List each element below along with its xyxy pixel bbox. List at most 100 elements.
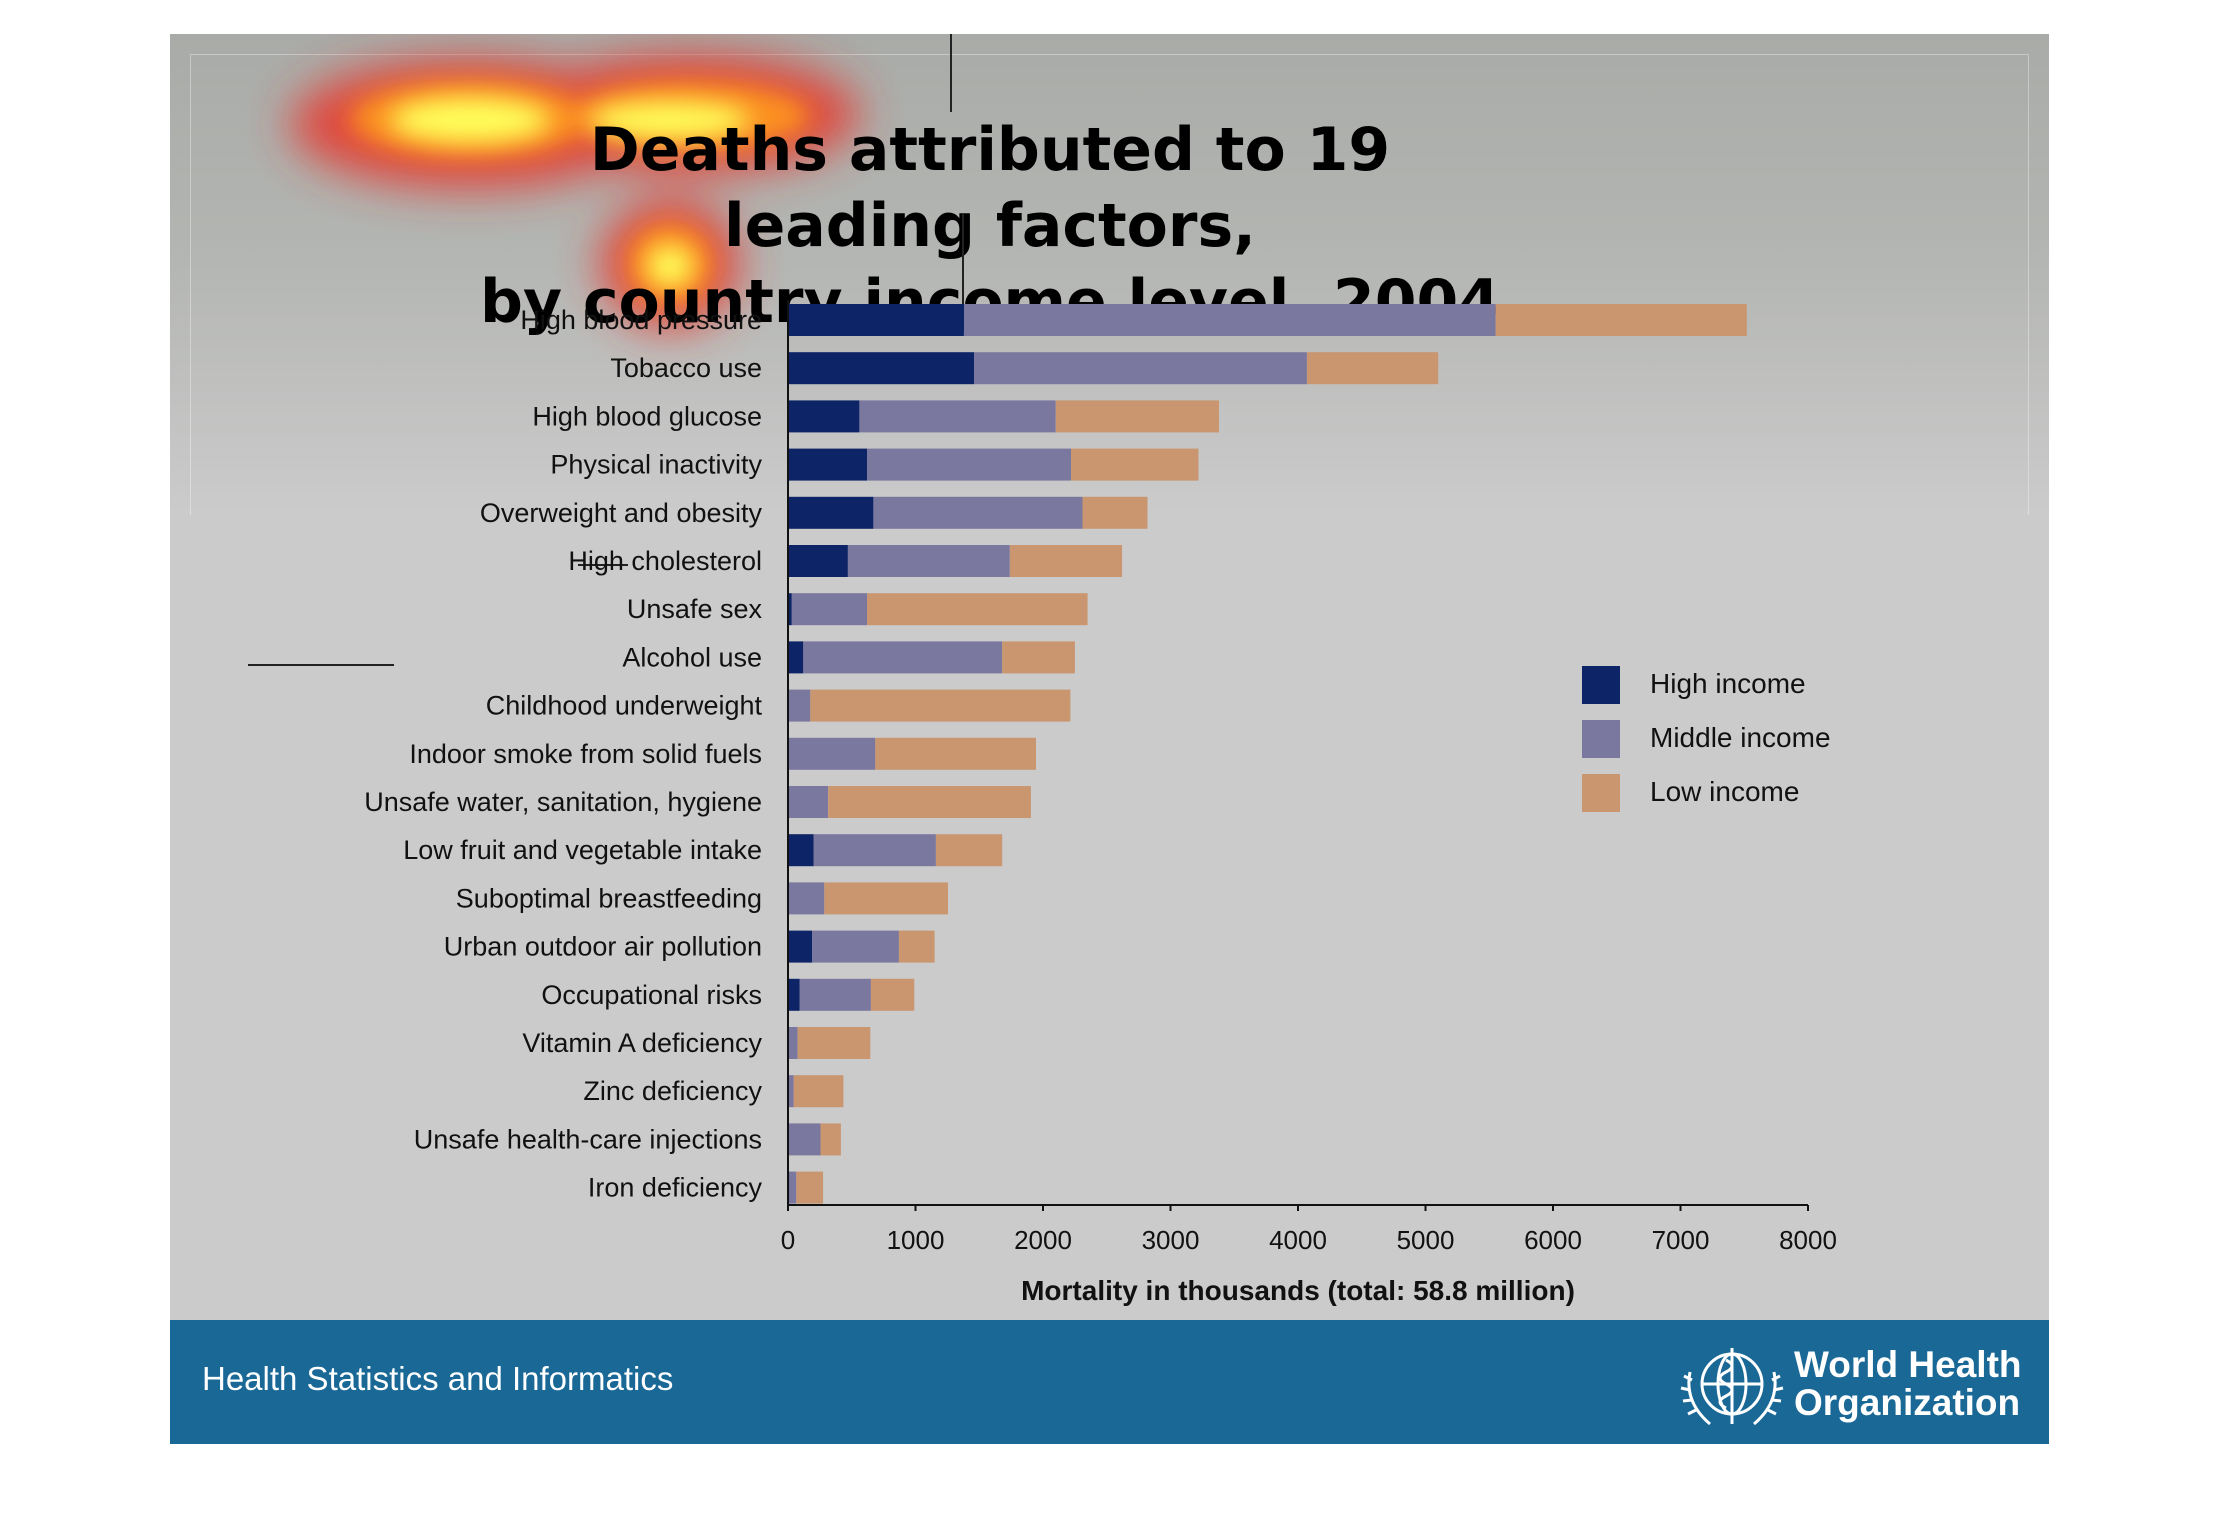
slide: Deaths attributed to 19 leading factors,… xyxy=(170,34,2049,1444)
legend-label: High income xyxy=(1650,668,1806,699)
bar-segment-low-income xyxy=(1055,400,1219,433)
x-tick-label: 0 xyxy=(781,1225,795,1255)
bar-segment-high-income xyxy=(788,496,874,529)
x-tick-label: 1000 xyxy=(887,1225,945,1255)
bar-segment-low-income xyxy=(793,1075,844,1108)
bar-chart: High blood pressure Tobacco use High blood… xyxy=(364,300,1837,1306)
bar-segment-high-income xyxy=(788,400,860,433)
bar-segment-high-income xyxy=(788,304,964,336)
annotation-line-title xyxy=(962,214,964,332)
bar-segment-low-income xyxy=(1009,545,1123,577)
category-labels: High blood pressure Tobacco use High blood… xyxy=(364,305,762,1203)
category-label: Occupational risks xyxy=(541,980,762,1010)
who-name-line-2: Organization xyxy=(1794,1382,2021,1423)
bar-segment-low-income xyxy=(1082,496,1148,529)
bar-segment-middle-income xyxy=(873,496,1083,529)
annotation-line-left xyxy=(248,664,394,666)
bar-segment-middle-income xyxy=(974,352,1307,385)
x-tick-label: 6000 xyxy=(1524,1225,1582,1255)
bar-segment-low-income xyxy=(796,1171,824,1204)
x-tick-label: 8000 xyxy=(1779,1225,1837,1255)
bar-segment-low-income xyxy=(935,834,1003,867)
footer-text: Health Statistics and Informatics xyxy=(202,1360,674,1397)
bar-segment-low-income xyxy=(867,593,1088,626)
bar-segment-middle-income xyxy=(788,1027,798,1059)
category-label: High blood pressure xyxy=(520,305,762,335)
bar-segment-low-income xyxy=(824,882,948,915)
bar-segment-middle-income xyxy=(859,400,1056,433)
category-label: Tobacco use xyxy=(610,353,762,383)
bar-segment-middle-income xyxy=(788,882,825,915)
category-label: Alcohol use xyxy=(622,642,762,672)
category-label: Low fruit and vegetable intake xyxy=(403,835,762,865)
slide-frame xyxy=(190,54,2029,515)
bar-segment-high-income xyxy=(788,448,867,481)
category-label: Unsafe health-care injections xyxy=(414,1124,762,1154)
bars-group xyxy=(788,304,1747,1204)
category-label: Overweight and obesity xyxy=(480,498,763,528)
x-axis-label: Mortality in thousands (total: 58.8 mill… xyxy=(1021,1275,1575,1306)
legend-label: Middle income xyxy=(1650,722,1831,753)
who-name: World Health Organization xyxy=(1794,1346,2022,1422)
bar-segment-low-income xyxy=(810,689,1071,722)
bar-segment-middle-income xyxy=(788,737,876,770)
bar-segment-high-income xyxy=(788,641,804,674)
bar-segment-low-income xyxy=(820,1123,841,1156)
annotation-strike-cholesterol xyxy=(578,564,628,566)
bar-segment-high-income xyxy=(788,978,800,1011)
bar-segment-middle-income xyxy=(788,1075,794,1108)
bar-segment-low-income xyxy=(875,737,1036,770)
bar-segment-low-income xyxy=(797,1027,871,1059)
bar-segment-low-income xyxy=(828,786,1031,818)
bar-segment-middle-income xyxy=(803,641,1003,674)
annotation-line-top xyxy=(950,34,952,112)
chart-title-line-1: Deaths attributed to 19 leading factors, xyxy=(589,115,1391,261)
bar-segment-high-income xyxy=(788,352,975,385)
footer-bar: Health Statistics and Informatics World … xyxy=(170,1320,2049,1444)
bar-segment-low-income xyxy=(1071,448,1199,481)
category-label: Vitamin A deficiency xyxy=(522,1028,762,1058)
bar-segment-middle-income xyxy=(788,786,829,818)
bar-segment-low-income xyxy=(870,978,915,1011)
bar-segment-high-income xyxy=(788,930,813,963)
bar-segment-middle-income xyxy=(812,930,899,963)
category-label: Indoor smoke from solid fuels xyxy=(409,739,762,769)
legend-swatch xyxy=(1582,666,1620,704)
x-tick-label: 7000 xyxy=(1652,1225,1710,1255)
x-tick-label: 4000 xyxy=(1269,1225,1327,1255)
who-name-line-1: World Health xyxy=(1794,1344,2022,1385)
bar-segment-middle-income xyxy=(788,1123,821,1156)
bar-segment-middle-income xyxy=(799,978,871,1011)
legend-swatch xyxy=(1582,774,1620,812)
bar-segment-middle-income xyxy=(813,834,936,867)
bar-segment-middle-income xyxy=(867,448,1071,481)
bar-segment-middle-income xyxy=(789,1171,797,1204)
legend-label: Low income xyxy=(1650,776,1800,807)
category-label: Physical inactivity xyxy=(550,450,762,480)
category-label: Zinc deficiency xyxy=(583,1076,762,1106)
x-tick-label: 3000 xyxy=(1142,1225,1200,1255)
bar-segment-low-income xyxy=(1002,641,1075,674)
category-label: Iron deficiency xyxy=(588,1173,763,1203)
category-label: Urban outdoor air pollution xyxy=(444,932,762,962)
category-label: Suboptimal breastfeeding xyxy=(456,883,762,913)
bar-segment-low-income xyxy=(1495,304,1747,336)
bar-segment-middle-income xyxy=(964,304,1496,336)
x-tick-label: 2000 xyxy=(1014,1225,1072,1255)
bar-segment-middle-income xyxy=(847,545,1010,577)
x-axis-ticks: 0 1000 2000 3000 4000 5000 6000 7000 8000 xyxy=(781,1205,1837,1255)
category-label: Unsafe water, sanitation, hygiene xyxy=(364,787,762,817)
bar-segment-low-income xyxy=(1306,352,1439,385)
category-label: High blood glucose xyxy=(532,401,762,431)
x-tick-label: 5000 xyxy=(1397,1225,1455,1255)
bar-segment-low-income xyxy=(898,930,935,963)
bar-segment-high-income xyxy=(788,834,814,867)
bar-segment-middle-income xyxy=(791,593,867,626)
legend-swatch xyxy=(1582,720,1620,758)
who-emblem-icon xyxy=(1680,1348,1784,1426)
bar-segment-high-income xyxy=(788,545,848,577)
bar-segment-high-income xyxy=(788,593,792,626)
category-label: Unsafe sex xyxy=(627,594,763,624)
bar-segment-middle-income xyxy=(788,689,811,722)
category-label: High cholesterol xyxy=(568,546,762,576)
